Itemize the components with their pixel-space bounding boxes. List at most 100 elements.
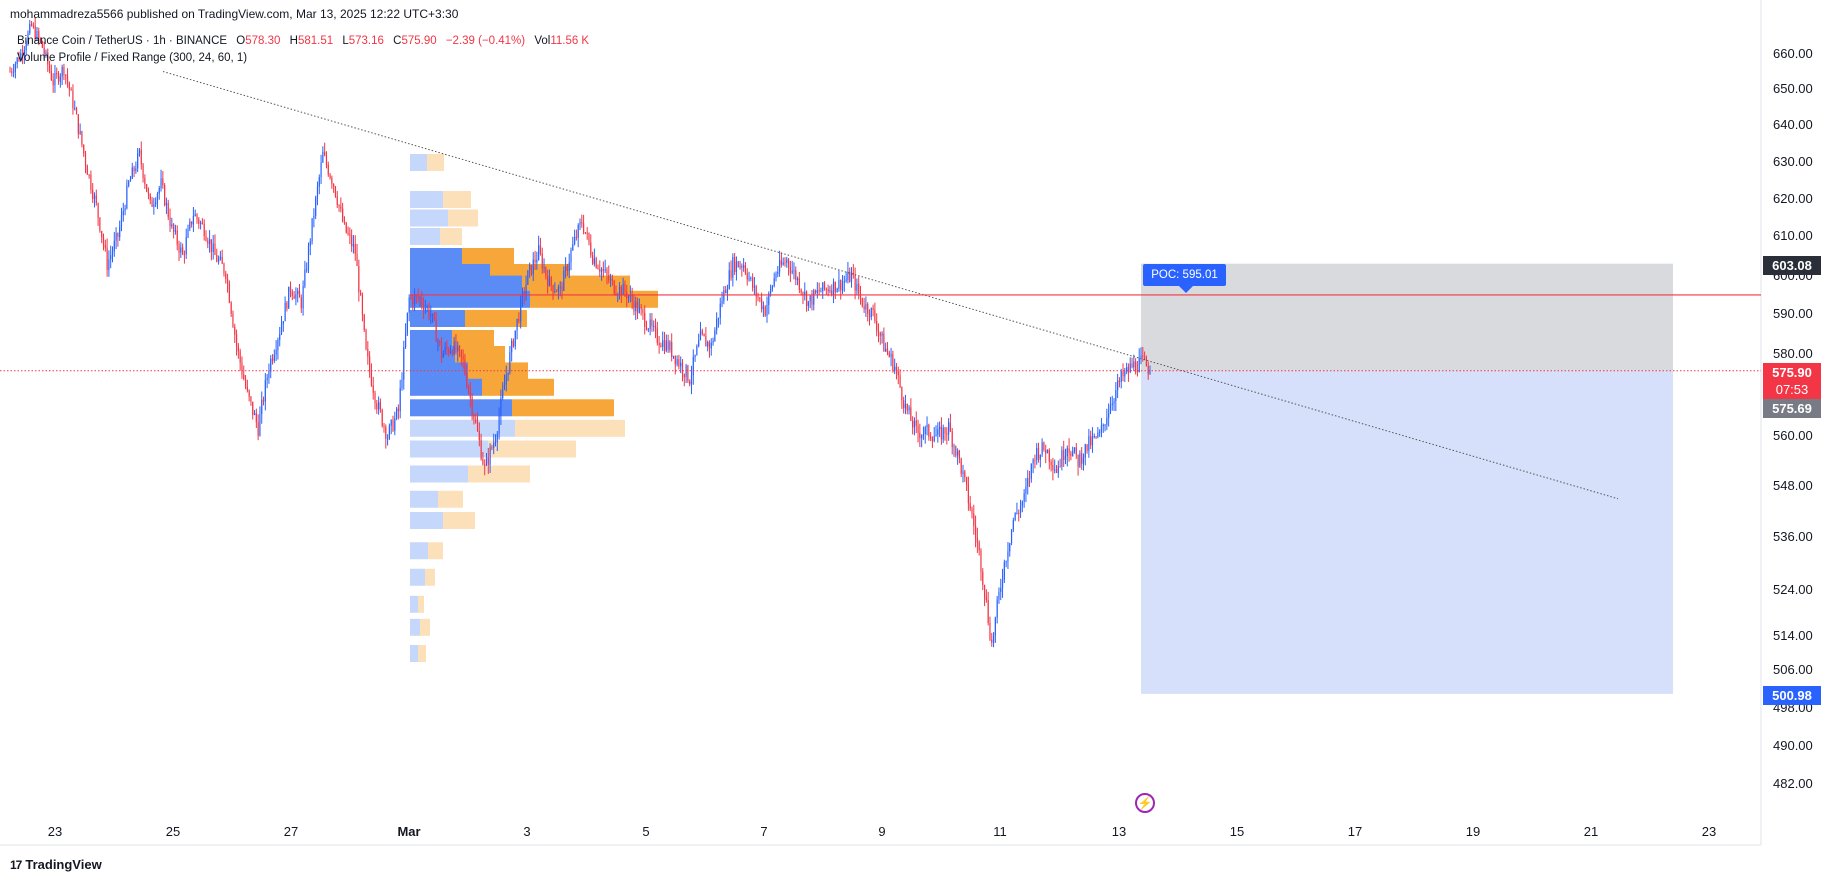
candle-body bbox=[649, 319, 651, 330]
candle-body bbox=[1100, 425, 1103, 433]
candle-body bbox=[885, 348, 887, 352]
brand[interactable]: 17 TradingView bbox=[10, 857, 102, 872]
candle-body bbox=[1007, 551, 1009, 562]
y-tick-label: 506.00 bbox=[1773, 662, 1813, 677]
candle-body bbox=[397, 408, 399, 412]
price-axis[interactable]: 660.00650.00640.00630.00620.00610.00600.… bbox=[1773, 46, 1813, 791]
candle-body bbox=[973, 513, 975, 526]
candle-body bbox=[435, 319, 437, 342]
y-tick-label: 590.00 bbox=[1773, 306, 1813, 321]
x-tick-label: 23 bbox=[1702, 824, 1716, 839]
candle-body bbox=[638, 307, 640, 313]
candle-body bbox=[1077, 454, 1079, 467]
indicator-row[interactable]: Volume Profile / Fixed Range (300, 24, 6… bbox=[17, 52, 248, 64]
candle-body bbox=[466, 373, 468, 387]
symbol-name[interactable]: Binance Coin / TetherUS · 1h · BINANCE bbox=[17, 35, 228, 47]
candle-body bbox=[766, 305, 768, 316]
candle-body bbox=[645, 327, 648, 330]
candle-body bbox=[861, 297, 863, 307]
candle-body bbox=[199, 222, 202, 225]
candle-body bbox=[543, 267, 545, 269]
candle-body bbox=[960, 458, 962, 474]
candle-body bbox=[363, 314, 365, 330]
candle-body bbox=[892, 354, 894, 371]
candle-body bbox=[814, 290, 817, 293]
candle-body bbox=[694, 354, 696, 357]
x-tick-label: 21 bbox=[1584, 824, 1598, 839]
candle-body bbox=[1063, 450, 1065, 461]
candle-body bbox=[946, 433, 948, 435]
candle-body bbox=[228, 283, 230, 303]
tradingview-logo-icon: 17 bbox=[10, 857, 22, 872]
candle-body bbox=[1018, 512, 1020, 514]
candle-body bbox=[949, 422, 952, 432]
candle-body bbox=[387, 438, 389, 440]
candle-body bbox=[406, 312, 408, 333]
countdown-badge: 07:53 bbox=[1763, 380, 1821, 399]
candle-body bbox=[971, 509, 973, 514]
candle-body bbox=[568, 262, 570, 272]
candle-body bbox=[974, 525, 977, 538]
candle-body bbox=[793, 270, 795, 272]
candle-body bbox=[876, 320, 878, 331]
candle-body bbox=[345, 222, 347, 233]
time-axis[interactable]: 23 25 27 Mar 3 5 7 9 11 13 15 17 19 21 23 bbox=[48, 824, 1716, 839]
candle-body bbox=[70, 89, 72, 91]
candle-body bbox=[942, 427, 944, 440]
candle-body bbox=[219, 256, 221, 260]
candle-body bbox=[271, 358, 274, 361]
candle-body bbox=[935, 434, 937, 437]
candle-body bbox=[455, 341, 457, 352]
candle-body bbox=[102, 237, 105, 245]
price-range-zone[interactable] bbox=[1141, 263, 1673, 694]
candle-body bbox=[342, 208, 344, 222]
candle-body bbox=[156, 193, 159, 203]
candle-body bbox=[795, 270, 797, 281]
x-tick-label: 27 bbox=[284, 824, 298, 839]
lightning-icon[interactable]: ⚡ bbox=[1135, 793, 1155, 813]
candle-body bbox=[183, 254, 186, 256]
candle-body bbox=[191, 221, 193, 225]
candle-body bbox=[246, 386, 248, 391]
candle-body bbox=[527, 270, 529, 285]
candle-body bbox=[30, 23, 33, 26]
candle-body bbox=[16, 57, 18, 64]
candle-body bbox=[293, 295, 295, 299]
candle-body bbox=[1133, 361, 1135, 368]
candle-body bbox=[376, 403, 378, 410]
candle-body bbox=[280, 324, 283, 335]
legend-symbol-row: Binance Coin / TetherUS · 1h · BINANCE O… bbox=[17, 33, 589, 50]
poc-label[interactable]: POC: 595.01 bbox=[1143, 264, 1226, 293]
vp-down-bar bbox=[455, 346, 505, 363]
candle-body bbox=[43, 47, 45, 55]
candle-body bbox=[415, 295, 417, 297]
candle-body bbox=[1108, 413, 1110, 418]
candle-body bbox=[689, 381, 691, 385]
candle-body bbox=[863, 306, 865, 310]
candle-body bbox=[20, 53, 22, 61]
candle-body bbox=[243, 374, 245, 380]
candle-body bbox=[570, 249, 572, 263]
candle-body bbox=[29, 23, 31, 33]
candle-body bbox=[854, 274, 856, 291]
candle-body bbox=[1135, 361, 1137, 371]
candle-body bbox=[1028, 478, 1031, 480]
candle-body bbox=[836, 288, 838, 293]
candle-body bbox=[86, 165, 88, 175]
candle-body bbox=[759, 297, 761, 299]
candle-body bbox=[178, 244, 180, 253]
candle-body bbox=[730, 270, 732, 278]
candle-body bbox=[201, 222, 203, 224]
candle-body bbox=[261, 399, 263, 415]
candle-body bbox=[111, 251, 114, 256]
candle-body bbox=[300, 297, 302, 309]
candle-body bbox=[1109, 405, 1112, 414]
volume-profile bbox=[410, 154, 658, 662]
candle-body bbox=[800, 289, 802, 293]
y-tick-label: 630.00 bbox=[1773, 154, 1813, 169]
candle-body bbox=[482, 459, 484, 465]
candle-body bbox=[207, 240, 209, 244]
candle-body bbox=[1142, 355, 1144, 357]
candle-body bbox=[980, 550, 982, 572]
